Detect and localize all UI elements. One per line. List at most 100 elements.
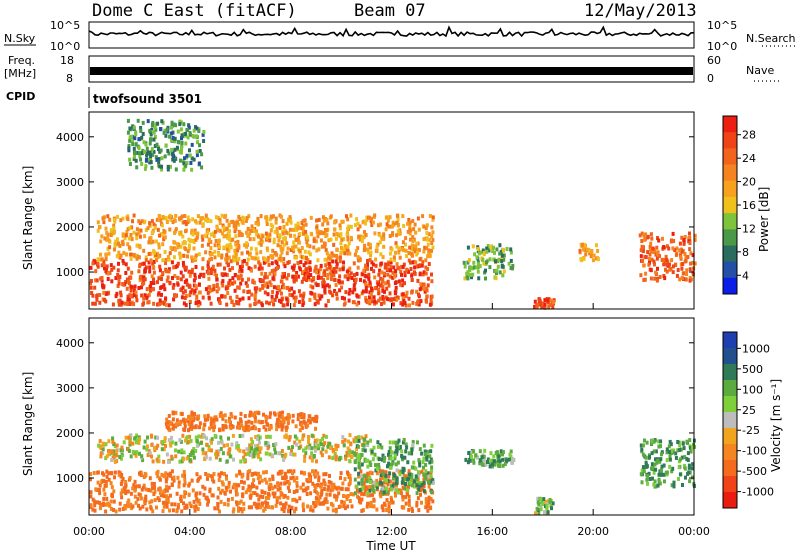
v-cell [231,433,235,438]
v-cell [380,504,384,509]
v-cell [368,460,372,465]
p-cell [211,264,215,269]
p-cell [174,167,178,172]
p-cell [217,298,221,303]
v-cell [281,410,284,415]
v-cell [361,508,365,513]
p-cell [154,252,158,257]
v-cell [656,458,660,463]
search-tick-bottom: 10^0 [707,40,737,53]
v-cell [300,425,304,430]
p-cell [132,302,136,307]
v-cell [645,477,649,482]
v-cell [268,486,272,491]
v-cell [419,488,423,493]
p-cell [482,261,486,266]
v-cell [294,506,298,511]
v-cell [660,450,664,455]
v-cell [269,411,272,416]
v-cell [389,495,393,500]
v-cell [326,487,330,492]
p-cell [279,254,283,259]
v-cell [229,489,232,494]
v-cell [551,501,555,506]
v-cell [191,451,195,455]
v-cell [217,440,221,445]
v-cell [660,452,663,457]
p-cell [651,250,655,254]
p-cell [260,303,264,308]
p-cell [178,122,182,127]
v-cell [422,465,425,470]
p-cell [104,226,108,231]
p-cell [247,266,251,271]
p-cell [104,257,108,262]
p-cell [163,301,166,306]
p-cell [192,157,196,162]
p-cell [128,293,132,298]
p-cell [657,238,661,243]
p-cell [327,238,331,243]
v-cell [478,449,482,454]
p-cell [274,216,278,221]
p-cell [222,228,226,233]
v-cell [134,440,138,445]
p-cell [182,253,186,258]
v-cell [174,410,178,415]
p-cell [385,215,388,220]
p-cell [259,278,263,283]
v-cell [641,465,645,470]
v-cell [343,438,347,443]
p-cell [500,256,504,261]
p-cell [328,289,332,294]
v-cell [190,410,194,415]
p-cell [188,300,192,304]
p-cell [235,220,239,225]
p-cell [468,273,472,277]
p-cell [407,217,411,222]
p-cell [252,237,256,242]
p-cell [252,256,256,261]
p-cell [322,218,326,223]
v-cell [268,477,272,482]
p-cell [215,282,219,287]
v-cell [264,419,268,424]
p-cell [128,302,132,306]
p-cell [653,276,657,281]
v-cell [395,468,399,473]
v-cell [668,464,672,469]
v-cell [123,504,127,508]
v-cell [346,487,350,492]
v-cell [319,501,323,506]
p-cell [398,246,402,251]
p-cell [164,216,168,221]
p-cell [138,243,142,248]
v-cell [126,500,130,505]
v-cell [668,439,672,444]
p-cell [498,270,502,275]
p-cell [227,255,231,260]
p-cell [185,278,189,283]
v-cell [403,455,407,460]
v-cell [282,457,286,462]
v-cell [377,457,381,462]
p-cell [155,142,159,147]
p-cell [272,302,276,307]
v-cell [160,447,164,452]
p-cell [182,122,186,127]
p-cell [132,125,136,130]
p-cell [323,269,327,274]
v-cell [467,451,471,455]
p-cell [549,298,553,303]
p-cell [309,215,313,220]
v-cell [225,488,229,492]
p-cell [194,134,198,139]
p-cell [475,265,479,270]
v-cell [311,481,315,486]
p-cell [159,301,163,306]
v-cell [397,488,401,493]
p-cell [98,300,102,305]
p-cell [294,244,298,249]
v-cell [320,453,324,458]
v-cell [426,449,430,454]
